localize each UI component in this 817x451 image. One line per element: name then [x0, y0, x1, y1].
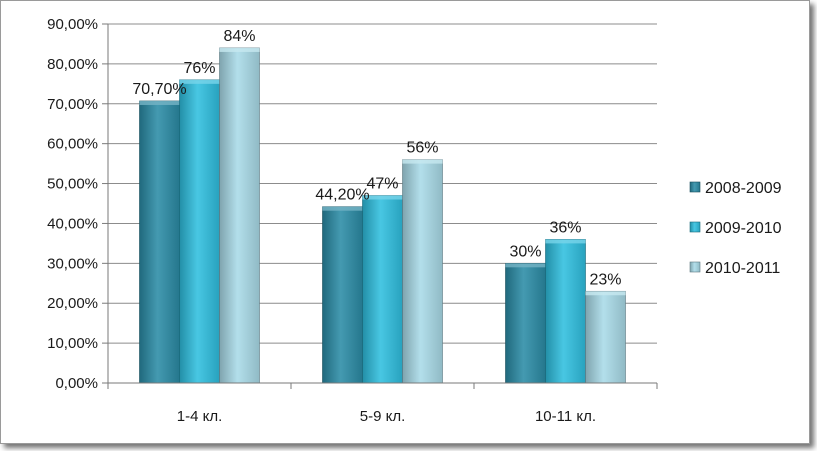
bar-bevel: [402, 159, 443, 164]
bar-bevel: [585, 291, 626, 296]
y-tick-label: 80,00%: [47, 56, 98, 73]
y-tick-label: 0,00%: [55, 375, 98, 392]
data-label: 44,20%: [315, 187, 369, 204]
data-label: 84%: [223, 28, 255, 45]
bar-bevel: [362, 195, 403, 200]
bar-2008-2009-2: [322, 206, 363, 384]
bar-2010-2011-1: [219, 47, 260, 384]
data-labels: 70,70% 76% 84% 44,20%47% 56% 30% 36% 23%: [132, 28, 621, 288]
bar-bevel: [179, 79, 220, 84]
bar-2008-2009-1: [139, 100, 180, 384]
x-tick-label: 5-9 кл.: [360, 408, 406, 425]
data-label: 56%: [406, 140, 438, 157]
x-tick-label: 1-4 кл.: [177, 408, 223, 425]
legend-swatch-2010-2011: [689, 261, 701, 273]
y-tick-label: 70,00%: [47, 96, 98, 113]
legend-label: 2008-2009: [705, 180, 782, 197]
bar-2009-2010-3: [545, 239, 586, 384]
y-tick-label: 30,00%: [47, 255, 98, 272]
data-label: 47%: [366, 176, 398, 193]
y-tick-label: 50,00%: [47, 176, 98, 193]
y-tick-label: 10,00%: [47, 335, 98, 352]
data-label: 70,70%: [132, 81, 186, 98]
legend-swatch-2009-2010: [689, 221, 701, 233]
legend-swatch-2008-2009: [689, 181, 701, 193]
bar-bevel: [219, 47, 260, 52]
bar-2010-2011-3: [585, 290, 626, 384]
legend-label: 2010-2011: [705, 260, 780, 277]
y-tick-label: 20,00%: [47, 295, 98, 312]
y-tick-label: 40,00%: [47, 215, 98, 232]
bar-bevel: [505, 263, 546, 268]
bar-2008-2009-3: [505, 263, 546, 384]
bar-bevel: [139, 100, 180, 105]
bar-2009-2010-2: [362, 195, 403, 384]
bars: [139, 47, 626, 384]
bar-bevel: [322, 206, 363, 211]
data-label: 76%: [183, 60, 215, 77]
x-tick-label: 10-11 кл.: [535, 408, 596, 425]
data-label: 36%: [549, 219, 581, 236]
bar-2010-2011-2: [402, 159, 443, 384]
bar-bevel: [545, 239, 586, 244]
data-label: 23%: [589, 271, 621, 288]
data-label: 30%: [509, 243, 541, 260]
y-tick-label: 60,00%: [47, 136, 98, 153]
y-tick-label: 90,00%: [47, 16, 98, 33]
legend: 2008-2009 2009-2010 2010-2011: [689, 180, 782, 277]
legend-label: 2009-2010: [705, 220, 782, 237]
axes: 0,00% 10,00% 20,00% 30,00% 40,00% 50,00% 60,00…: [47, 16, 658, 425]
bar-2009-2010-1: [179, 79, 220, 384]
